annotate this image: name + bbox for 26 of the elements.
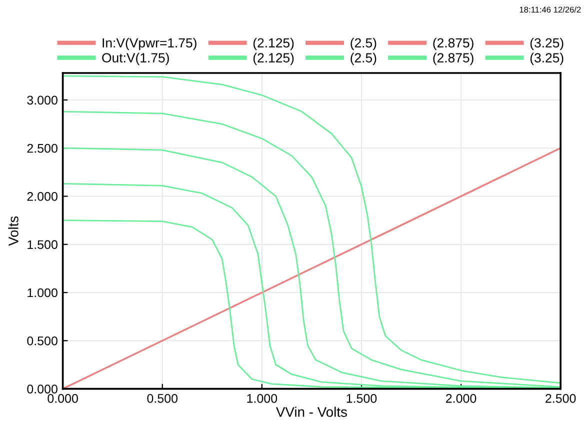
x-tick-label: 2.000 (446, 394, 476, 403)
legend-label: (3.25) (530, 38, 564, 50)
text: 18:11:46 12/26/2 (520, 6, 581, 13)
y-tick-label: 0.000 (27, 384, 58, 394)
x-tick-label: 1.500 (346, 394, 377, 403)
x-axis-title: VVin - Volts (276, 406, 347, 417)
legend-label: (2.875) (433, 52, 474, 66)
x-tick-label: 1.000 (247, 394, 278, 403)
y-tick-label: 0.500 (27, 336, 58, 346)
y-tick-label: 2.500 (27, 144, 58, 153)
y-tick-label: 3.000 (27, 96, 58, 105)
y-axis-title: Volts (8, 216, 18, 246)
y-tick-label: 2.000 (27, 192, 58, 201)
legend-label: (2.5) (350, 38, 376, 50)
x-tick-label: 0.000 (48, 394, 78, 403)
x-tick-label: 2.500 (546, 394, 576, 403)
legend-label: (3.25) (530, 52, 564, 66)
legend-label: (2.5) (350, 52, 376, 66)
y-tick-label: 1.500 (28, 240, 58, 250)
x-tick-label: 0.500 (147, 394, 178, 403)
legend-label: (2.125) (253, 38, 294, 50)
legend-label: In:V(Vpwr=1.75) (102, 38, 196, 50)
legend-label: (2.125) (253, 52, 294, 66)
legend-label: (2.875) (433, 38, 474, 50)
y-tick-label: 1.000 (28, 288, 58, 298)
legend-label: Out:V(1.75) (102, 52, 169, 66)
